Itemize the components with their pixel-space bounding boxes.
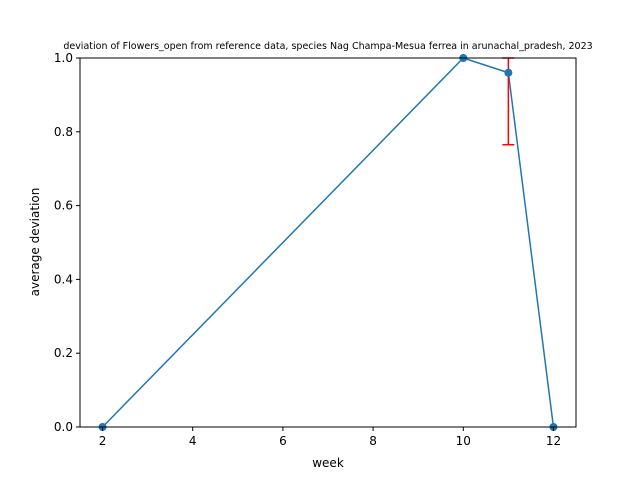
y-tick-label: 1.0: [54, 51, 73, 65]
plot-area: 2 4 6 8 10 12 0.0 0.2 0.4 0.6 0.8 1.0: [54, 51, 577, 448]
x-tick-label: 12: [546, 434, 561, 448]
x-tick-label: 10: [456, 434, 471, 448]
data-point: [504, 68, 513, 77]
y-tick-label: 0.6: [54, 199, 73, 213]
x-tick-label: 6: [279, 434, 287, 448]
chart-title: deviation of Flowers_open from reference…: [63, 41, 592, 52]
y-tick-label: 0.8: [54, 125, 73, 139]
x-tick-label: 8: [369, 434, 377, 448]
series-line: [102, 57, 555, 428]
axes-frame: [79, 57, 577, 428]
x-axis-label: week: [312, 456, 344, 470]
x-tick-label: 4: [189, 434, 197, 448]
y-tick-label: 0.4: [54, 272, 73, 286]
y-axis-label: average deviation: [28, 188, 42, 297]
x-tick-label: 2: [99, 434, 107, 448]
y-tick-label: 0.0: [54, 420, 73, 434]
y-tick-label: 0.2: [54, 346, 73, 360]
